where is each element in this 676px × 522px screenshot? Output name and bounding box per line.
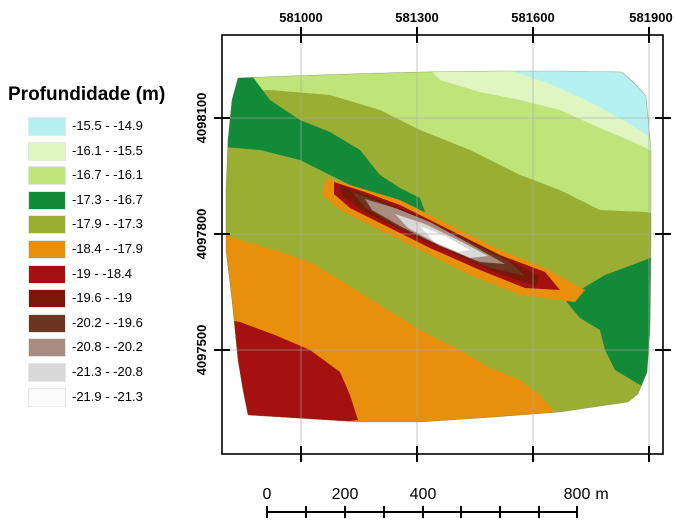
scale-label: 400 <box>410 486 437 503</box>
legend-title: Profundidade (m) <box>8 84 166 105</box>
legend-item: -15.5 - -14.9 <box>28 116 198 138</box>
legend-swatch <box>28 190 66 210</box>
map-frame <box>221 34 664 455</box>
legend-swatch <box>28 117 66 136</box>
x-tick-label: 581900 <box>629 10 672 25</box>
legend-item: -20.2 - -19.6 <box>28 313 198 335</box>
scale-label: 0 <box>263 486 272 503</box>
legend-label: -17.9 - -17.3 <box>72 216 143 232</box>
axis-ticks <box>214 27 671 462</box>
y-tick-label: 4097500 <box>194 325 209 376</box>
y-tick-label: 4098100 <box>194 93 209 144</box>
legend-swatch <box>28 215 66 235</box>
legend-swatch <box>28 289 66 309</box>
legend-swatch <box>28 141 66 161</box>
legend-label: -19.6 - -19 <box>72 290 132 306</box>
legend-item: -19.6 - -19 <box>28 288 198 310</box>
legend-label: -21.9 - -21.3 <box>72 388 143 404</box>
legend-swatch <box>28 240 66 259</box>
zone-17.3-16.7-east <box>565 250 651 390</box>
legend-item: -16.7 - -16.1 <box>28 165 198 187</box>
legend-label: -16.7 - -16.1 <box>72 167 143 183</box>
legend-label: -17.3 - -16.7 <box>72 191 143 207</box>
scale-label: 800 <box>564 486 591 503</box>
legend-item: -20.8 - -20.2 <box>28 337 198 359</box>
x-tick-label: 581600 <box>511 10 554 25</box>
legend-item: -18.4 - -17.9 <box>28 239 198 261</box>
legend-label: -18.4 - -17.9 <box>72 241 143 256</box>
bathymetry-surface <box>226 71 651 422</box>
legend-label: -20.8 - -20.2 <box>72 339 143 355</box>
scale-label: 200 <box>332 486 359 503</box>
legend-item: -16.1 - -15.5 <box>28 141 198 163</box>
legend-swatch <box>28 313 66 333</box>
legend-swatch <box>28 338 66 358</box>
grid-lines <box>222 35 663 454</box>
legend-item: -17.3 - -16.7 <box>28 190 198 212</box>
legend-swatch <box>28 363 66 382</box>
legend-swatch <box>28 166 66 186</box>
legend-item: -21.9 - -21.3 <box>28 387 198 409</box>
y-tick-label: 4097800 <box>194 209 209 260</box>
legend-swatch <box>28 387 66 407</box>
legend-label: -20.2 - -19.6 <box>72 314 143 330</box>
x-tick-label: 581000 <box>279 10 322 25</box>
zone-17.3-16.7-north <box>226 71 425 212</box>
legend-item: -17.9 - -17.3 <box>28 214 198 236</box>
legend-label: -21.3 - -20.8 <box>72 364 143 379</box>
legend-label: -16.1 - -15.5 <box>72 142 143 158</box>
x-tick-label: 581300 <box>395 10 438 25</box>
scale-unit: m <box>595 486 608 503</box>
legend-item: -21.3 - -20.8 <box>28 362 198 384</box>
survey-outline <box>225 70 652 423</box>
zone-15.5-14.9 <box>505 71 651 150</box>
scale-bar: 0 200 400 800 m <box>263 486 609 518</box>
legend-item: -19 - -18.4 <box>28 264 198 286</box>
legend-label: -19 - -18.4 <box>72 265 132 281</box>
legend-swatch <box>28 264 66 284</box>
ridge-21.9-21.3 <box>420 226 470 252</box>
legend-label: -15.5 - -14.9 <box>72 118 143 133</box>
